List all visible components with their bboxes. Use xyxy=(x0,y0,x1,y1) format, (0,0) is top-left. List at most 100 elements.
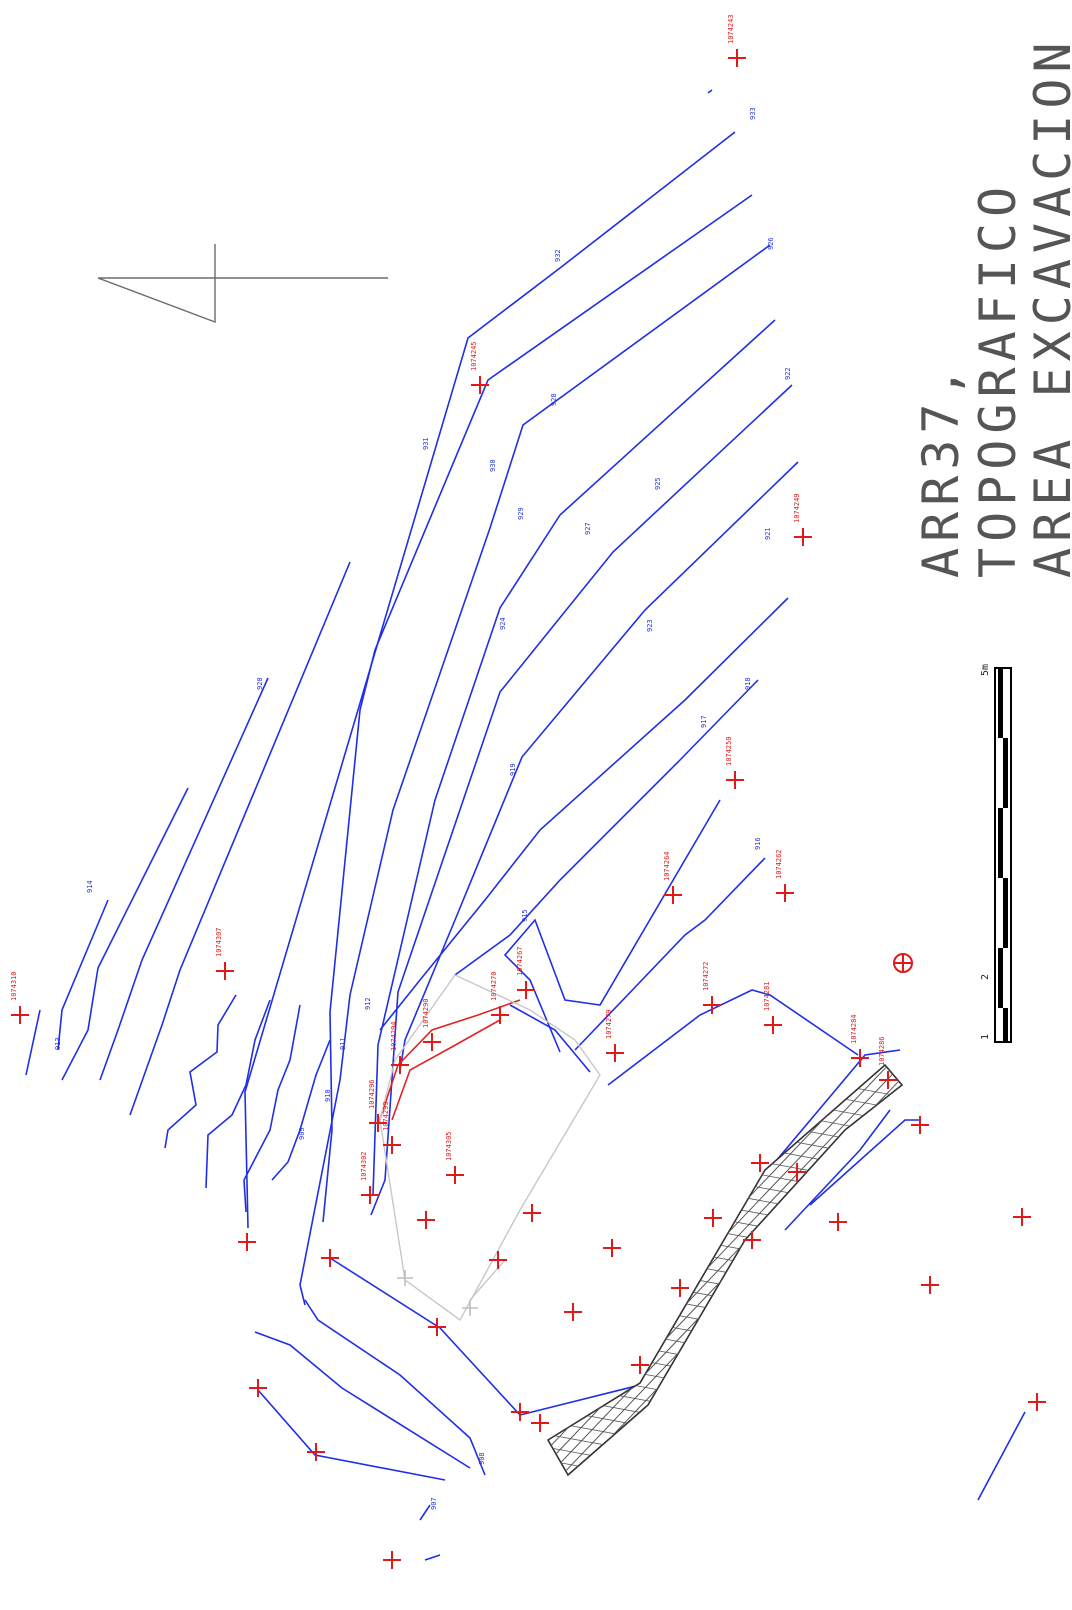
contour-line xyxy=(454,679,759,976)
survey-points: 1074243 1074245 1074249 1074250 1074262 10742… xyxy=(10,14,1046,1569)
excavation-hatch-area xyxy=(546,1063,904,1477)
breakline xyxy=(391,1019,501,1121)
survey-point-icon xyxy=(664,886,682,904)
survey-point-icon xyxy=(423,1033,441,1051)
contour-label: 907 xyxy=(430,1497,438,1510)
contour-line xyxy=(509,1004,591,1073)
survey-point-icon xyxy=(631,1356,649,1374)
survey-point-icon xyxy=(921,1276,939,1294)
title-line-3: AREA EXCAVACION xyxy=(1024,36,1072,578)
contour-line xyxy=(503,799,721,1053)
contour-labels: 933 932 931 930 929 928 927 926 925 924 923 922 921 9… xyxy=(54,107,792,1510)
reference-point-icon xyxy=(893,953,913,973)
survey-point-icon xyxy=(523,1204,541,1222)
survey-point-icon xyxy=(703,996,721,1014)
survey-point-icon xyxy=(728,49,746,67)
contour-line xyxy=(129,561,351,1116)
survey-point-icon xyxy=(671,1279,689,1297)
contour-lines xyxy=(25,89,1026,1561)
old-reference-lines xyxy=(379,974,601,1322)
contour-line xyxy=(25,1009,41,1076)
contour-line xyxy=(707,89,713,94)
contour-label: 908 xyxy=(478,1452,486,1465)
contour-label: 921 xyxy=(764,527,772,540)
contour-line xyxy=(329,1049,901,1416)
scale-label-2: 2 xyxy=(980,974,991,980)
survey-point-icon xyxy=(489,1251,507,1269)
survey-point-icon xyxy=(471,376,489,394)
survey-point-icon xyxy=(1013,1208,1031,1226)
survey-point-icon xyxy=(606,1044,624,1062)
contour-line xyxy=(372,319,776,1196)
contour-line xyxy=(243,1004,301,1213)
old-reference-line xyxy=(379,974,601,1322)
hatch-pattern xyxy=(548,1065,902,1475)
survey-point-label: 1074245 xyxy=(470,341,478,371)
survey-point-icon xyxy=(511,1403,529,1421)
scale-bar: 5m 2 1 xyxy=(980,664,1012,1043)
survey-point-icon xyxy=(776,884,794,902)
survey-point-icon xyxy=(879,1071,897,1089)
survey-point-label: 1074294 xyxy=(390,1021,398,1051)
title-block: ARR37, TOPOGRAFICO AREA EXCAVACION xyxy=(912,36,1072,578)
survey-point-icon xyxy=(238,1233,256,1251)
contour-label: 917 xyxy=(700,715,708,728)
contour-label: 922 xyxy=(784,367,792,380)
contour-label: 925 xyxy=(654,477,662,490)
survey-point-icon xyxy=(446,1166,464,1184)
survey-point-icon xyxy=(743,1231,761,1249)
breakline xyxy=(377,999,521,1126)
contour-line xyxy=(99,677,269,1081)
contour-line xyxy=(322,194,753,1223)
scale-label-1: 1 xyxy=(980,1034,991,1040)
survey-point-icon xyxy=(361,1186,379,1204)
contour-label: 912 xyxy=(364,997,372,1010)
title-line-1: ARR37, xyxy=(912,361,970,578)
survey-point-icon xyxy=(321,1249,339,1267)
contour-line xyxy=(424,1554,441,1561)
contour-label: 913 xyxy=(54,1037,62,1050)
contour-label: 926 xyxy=(767,237,775,250)
survey-point-icon xyxy=(531,1414,549,1432)
contour-line xyxy=(254,1331,471,1469)
survey-point-icon xyxy=(1028,1393,1046,1411)
contour-line xyxy=(784,1109,891,1231)
contour-label: 910 xyxy=(324,1089,332,1102)
survey-point-icon xyxy=(829,1213,847,1231)
contour-label: 920 xyxy=(256,677,264,690)
survey-point-icon xyxy=(369,1114,387,1132)
survey-point-label: 1074310 xyxy=(10,971,18,1001)
survey-point-label: 1074296 xyxy=(368,1079,376,1109)
contour-label: 927 xyxy=(584,522,592,535)
survey-point-label: 1074279 xyxy=(605,1009,613,1039)
survey-point-icon xyxy=(517,981,535,999)
contour-line xyxy=(809,1119,920,1206)
survey-point-icon xyxy=(704,1209,722,1227)
survey-point-label: 1074281 xyxy=(763,981,771,1011)
contour-label: 916 xyxy=(754,837,762,850)
survey-point-label: 1074250 xyxy=(725,736,733,766)
contour-label: 933 xyxy=(749,107,757,120)
survey-point-label: 1074262 xyxy=(775,849,783,879)
scale-label-5: 5m xyxy=(980,664,991,676)
contour-line xyxy=(244,131,736,1229)
survey-point-icon xyxy=(216,962,234,980)
contour-label: 931 xyxy=(422,437,430,450)
survey-point-label: 1074302 xyxy=(360,1151,368,1181)
survey-point-icon xyxy=(417,1211,435,1229)
survey-point-icon xyxy=(11,1006,29,1024)
survey-point-label: 1074243 xyxy=(727,14,735,44)
contour-line xyxy=(379,597,789,1031)
survey-point-icon xyxy=(726,771,744,789)
survey-point-label: 1074264 xyxy=(663,851,671,881)
contour-label: 930 xyxy=(489,459,497,472)
survey-point-label: 1074299 xyxy=(382,1101,390,1131)
contour-line xyxy=(574,857,766,1051)
survey-point-icon xyxy=(788,1163,806,1181)
survey-point-icon xyxy=(794,528,812,546)
survey-point-icon xyxy=(391,1056,409,1074)
survey-point-icon xyxy=(428,1318,446,1336)
survey-point-icon xyxy=(383,1136,401,1154)
survey-point-label: 1074249 xyxy=(793,493,801,523)
